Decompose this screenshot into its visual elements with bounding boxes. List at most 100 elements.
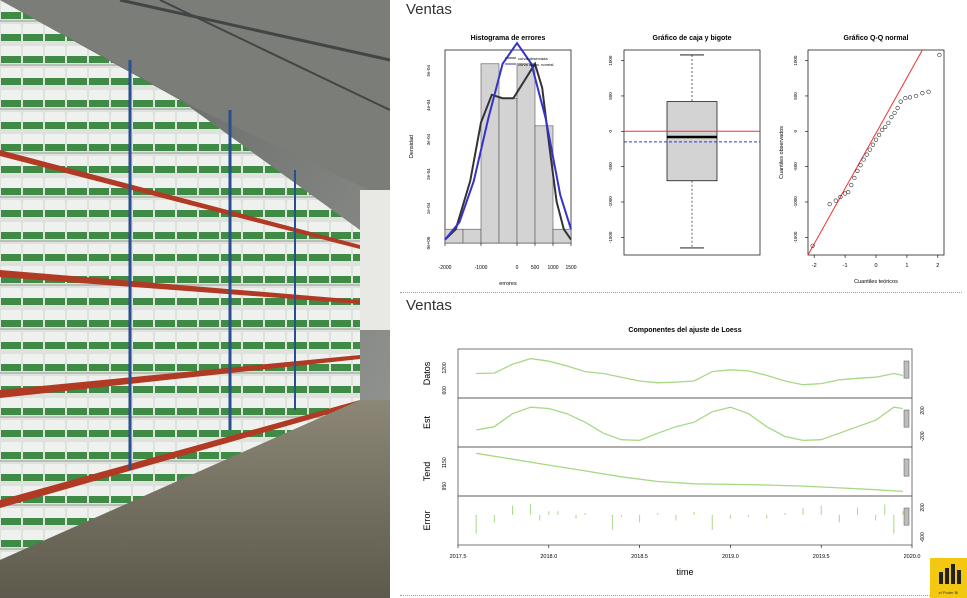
qq-y-tick-label: -500	[793, 162, 798, 172]
loess-panel-frame	[457, 397, 913, 448]
qq-point	[907, 95, 913, 100]
qq-point	[895, 105, 900, 111]
loess-panel-frame	[457, 495, 913, 546]
histogram-x-tick-label: -2000	[439, 265, 452, 271]
loess-scale-bar	[903, 458, 910, 477]
qq-point	[846, 189, 851, 195]
qq-point	[852, 175, 857, 181]
loess-x-tick-label: 2018.5	[631, 554, 648, 560]
qq-point	[873, 137, 879, 142]
histogram-x-tick-label: 500	[531, 265, 540, 271]
panel-divider	[400, 292, 962, 293]
qq-ylabel: Cuantiles observados	[779, 126, 785, 179]
qq-point	[903, 95, 908, 101]
loess-panel-label: Datos	[422, 361, 432, 385]
histogram-x-tick-label: -1000	[475, 265, 488, 271]
qq-point	[880, 127, 885, 132]
qq-reference-line	[807, 49, 923, 256]
boxplot-y-tick-label: 1000	[608, 55, 613, 66]
histogram-bar	[498, 97, 518, 244]
loess-panel-label: Error	[422, 510, 432, 530]
loess-panel-label: Est	[422, 416, 432, 430]
loess-panel-label: Tend	[422, 462, 432, 482]
qq-point	[838, 194, 843, 200]
qq-point	[849, 182, 854, 188]
loess-y-tick-label: 200	[920, 503, 926, 512]
section-title-top: Ventas	[406, 1, 452, 18]
loess-y-tick-label: 600	[442, 386, 448, 395]
qq-y-tick-label: 500	[793, 92, 798, 100]
qq-point	[920, 91, 925, 96]
qq-title: Gráfico Q-Q normal	[844, 35, 909, 42]
qq-point	[858, 163, 863, 168]
qq-y-tick-label: -1000	[793, 196, 798, 208]
loess-xlabel: time	[676, 567, 693, 577]
loess-y-tick-label: 1200	[442, 362, 448, 373]
qq-point	[810, 243, 815, 248]
histogram-bar	[516, 63, 536, 244]
loess-x-tick-label: 2020.0	[904, 554, 921, 560]
loess-y-tick-label: -600	[920, 532, 926, 542]
qq-point	[827, 202, 832, 207]
qq-point	[864, 152, 869, 157]
qq-x-tick-label: 2	[936, 263, 939, 269]
loess-y-tick-label: 1150	[442, 457, 448, 468]
loess-scale-bar	[903, 360, 910, 379]
qq-point	[867, 147, 872, 152]
loess-x-tick-label: 2018.0	[540, 554, 557, 560]
boxplot-box	[666, 101, 718, 182]
qq-point	[937, 52, 942, 58]
boxplot-y-tick-label: -1500	[608, 231, 613, 243]
qq-point	[889, 115, 894, 120]
qq-point	[926, 89, 931, 94]
histogram-x-tick-label: 1500	[565, 265, 576, 271]
loess-y-tick-label: -200	[920, 431, 926, 441]
loess-x-tick-label: 2019.0	[722, 554, 739, 560]
histogram-y-tick-label: 0e+00	[426, 236, 431, 249]
histogram-ylabel: Densidad	[409, 135, 415, 158]
logo-caption: el Poder BI	[938, 590, 959, 595]
histogram-bar	[462, 228, 482, 244]
qq-point	[861, 157, 866, 162]
normal-density-line	[444, 41, 572, 241]
boxplot-plot-frame	[623, 49, 761, 256]
qq-y-tick-label: 0	[793, 130, 798, 133]
histogram-y-tick-label: 1e-04	[426, 202, 431, 214]
loess-series-line	[476, 357, 904, 386]
boxplot-y-tick-label: -500	[608, 162, 613, 172]
loess-series-line	[476, 406, 903, 442]
qq-point	[892, 110, 897, 116]
histogram-xlabel: errores	[499, 281, 517, 287]
histogram-y-tick-label: 2e-04	[426, 168, 431, 180]
qq-y-tick-label: -1500	[793, 231, 798, 243]
loess-x-tick-label: 2017.5	[450, 554, 467, 560]
boxplot-y-tick-label: 500	[608, 92, 613, 100]
histogram-bar	[534, 125, 554, 244]
qq-point	[914, 93, 919, 99]
loess-scale-bar	[903, 507, 910, 526]
histogram-x-tick-label: 0	[516, 265, 519, 271]
legend-normal-label: curva aprox. normal	[518, 62, 553, 67]
qq-x-tick-label: 0	[874, 263, 877, 269]
histogram-title: Histograma de errores	[471, 35, 546, 42]
qq-point	[876, 132, 882, 137]
loess-title: Componentes del ajuste de Loess	[628, 327, 741, 334]
histogram-y-tick-label: 5e-04	[426, 64, 431, 76]
qq-x-tick-label: -2	[812, 263, 817, 269]
warehouse-photo	[0, 0, 390, 598]
qq-point	[833, 198, 838, 203]
boxplot-title: Gráfico de caja y bigote	[653, 35, 732, 42]
loess-x-tick-label: 2019.5	[813, 554, 830, 560]
observed-density-line	[444, 61, 572, 241]
qq-y-tick-label: 1000	[793, 55, 798, 66]
boxplot-y-tick-label: -1000	[608, 196, 613, 208]
panel-bottom-border	[400, 595, 962, 596]
qq-xlabel: Cuantiles teóricos	[854, 279, 898, 285]
qq-point	[886, 120, 891, 125]
qq-point	[898, 99, 903, 104]
bar-chart-icon	[939, 564, 961, 584]
loess-series-line	[476, 452, 903, 493]
qq-plot-frame	[807, 49, 945, 256]
power-bi-logo	[930, 558, 967, 598]
